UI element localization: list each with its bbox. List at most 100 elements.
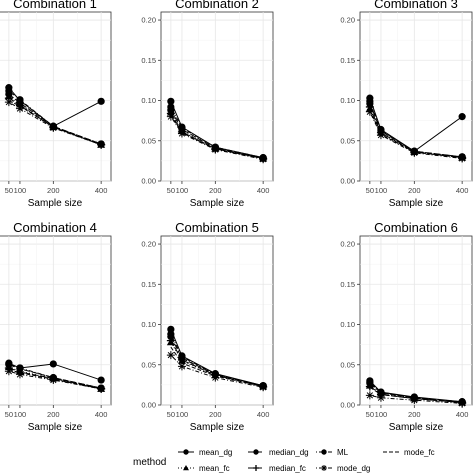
- y-tick-label: 0.10: [141, 320, 156, 329]
- x-tick-label: 50: [5, 186, 13, 195]
- data-point-mode-dg: [410, 396, 419, 405]
- legend-label: median_dg: [269, 448, 309, 457]
- data-point-mode-dg: [15, 104, 24, 113]
- data-point-mode-dg: [211, 145, 220, 154]
- series-group: [365, 94, 467, 163]
- x-axis-title: Sample size: [389, 198, 444, 209]
- plot-area: [359, 235, 473, 406]
- series-group: [365, 377, 467, 408]
- series-line-mean-fc: [369, 385, 463, 404]
- data-point-mode-dg: [177, 129, 186, 138]
- series-line-median-dg: [170, 336, 264, 387]
- legend-label: median_fc: [269, 464, 306, 473]
- data-point-mode-dg: [376, 393, 385, 402]
- y-tick-label: 0.15: [340, 280, 355, 289]
- x-tick-label: 400: [257, 186, 270, 195]
- data-point-ml: [16, 96, 24, 104]
- series-line-mode-dg: [170, 116, 264, 160]
- legend-item-mode-fc: mode_fc: [383, 448, 435, 457]
- legend-key-marker: [321, 449, 327, 455]
- x-tick-label: 400: [456, 186, 469, 195]
- y-tick-label: 0.10: [340, 320, 355, 329]
- x-tick-label: 200: [209, 186, 222, 195]
- series-line-ml: [170, 106, 264, 159]
- y-tick-label: 0.15: [141, 280, 156, 289]
- data-point-mode-dg: [458, 154, 467, 163]
- legend-key-marker: [183, 449, 189, 455]
- panel-combination-6: Combination 6 0.00 0.05 0.10 0.15 0.20 50 100 20…: [340, 220, 473, 433]
- legend-key-marker: [321, 465, 327, 471]
- x-tick-label: 400: [95, 186, 108, 195]
- data-point-mode-dg: [259, 155, 268, 164]
- data-point-mean-dg: [97, 376, 105, 384]
- series-line-ml: [170, 333, 264, 387]
- panel-title: Combination 6: [374, 220, 458, 235]
- legend-item-ml: ML: [316, 448, 349, 457]
- data-point-mode-dg: [376, 131, 385, 140]
- data-point-mode-dg: [49, 123, 58, 132]
- series-line-mode-dg: [8, 101, 102, 146]
- x-axis-title: Sample size: [28, 422, 83, 433]
- y-tick-label: 0.05: [141, 136, 156, 145]
- series-line-median-fc: [369, 106, 463, 159]
- panel-title: Combination 2: [175, 0, 259, 11]
- x-axis-title: Sample size: [190, 422, 245, 433]
- x-tick-label: 200: [408, 186, 421, 195]
- data-point-median-fc: [166, 336, 175, 345]
- series-group: [4, 359, 106, 393]
- y-tick-label: 0.05: [141, 360, 156, 369]
- y-tick-label: 0.20: [340, 16, 355, 25]
- data-point-mode-dg: [49, 376, 58, 385]
- data-point-mode-dg: [4, 98, 13, 107]
- gridlines: [161, 236, 273, 406]
- data-point-ml: [5, 87, 13, 95]
- series-group: [166, 97, 268, 164]
- data-point-mean-dg: [49, 360, 57, 368]
- data-point-mode-dg: [166, 351, 175, 360]
- panel-combination-5: Combination 5 0.00 0.05 0.10 0.15 0.20 50 100 20…: [141, 220, 274, 433]
- x-tick-label: 50: [5, 410, 13, 419]
- panel-title: Combination 1: [13, 0, 97, 11]
- legend-label: mode_fc: [404, 448, 435, 457]
- y-tick-label: 0.00: [141, 177, 156, 186]
- series-line-mode-dg: [170, 354, 264, 388]
- x-tick-label: 400: [456, 410, 469, 419]
- series-group: [166, 325, 268, 392]
- y-tick-label: 0.10: [340, 96, 355, 105]
- data-point-mode-dg: [365, 107, 374, 116]
- series-line-ml: [369, 382, 463, 403]
- data-point-mode-dg: [166, 112, 175, 121]
- series-line-median-dg: [8, 93, 102, 145]
- series-group: [4, 84, 106, 149]
- x-axis-title: Sample size: [190, 198, 245, 209]
- data-point-mean-dg: [167, 97, 175, 105]
- legend-title: method: [133, 457, 166, 468]
- data-point-mode-dg: [259, 383, 268, 392]
- series-line-mode-dg: [369, 394, 463, 404]
- y-tick-label: 0.20: [141, 16, 156, 25]
- legend-label: ML: [337, 448, 349, 457]
- y-tick-label: 0.15: [340, 56, 355, 65]
- x-tick-label: 400: [257, 410, 270, 419]
- panel-title: Combination 4: [13, 220, 97, 235]
- legend-key-marker: [253, 449, 259, 455]
- data-point-mode-dg: [97, 140, 106, 149]
- x-tick-label: 100: [14, 186, 27, 195]
- y-tick-label: 0.10: [141, 96, 156, 105]
- y-tick-label: 0.05: [340, 360, 355, 369]
- x-tick-label: 100: [176, 186, 189, 195]
- x-tick-label: 50: [366, 410, 374, 419]
- legend-key-marker: [183, 465, 189, 471]
- data-point-mode-dg: [15, 370, 24, 379]
- y-tick-label: 0.15: [141, 56, 156, 65]
- data-point-mean-dg: [458, 113, 466, 121]
- data-point-mode-dg: [4, 367, 13, 376]
- y-tick-label: 0.00: [340, 177, 355, 186]
- y-tick-label: 0.20: [141, 240, 156, 249]
- x-tick-label: 400: [95, 410, 108, 419]
- legend-label: mode_dg: [337, 464, 370, 473]
- series-line-mean-fc: [369, 108, 463, 159]
- data-point-mode-dg: [458, 399, 467, 408]
- data-point-mode-dg: [211, 373, 220, 382]
